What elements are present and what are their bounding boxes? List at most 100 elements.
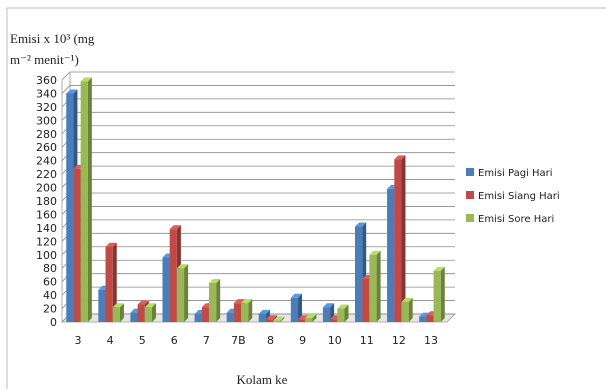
bar-side: [280, 316, 285, 322]
bar: [387, 188, 395, 322]
y-tick-label: 140: [36, 222, 57, 235]
bar: [401, 301, 409, 322]
bar-top: [337, 304, 349, 309]
bar: [112, 307, 120, 322]
bar: [208, 283, 217, 322]
legend-label: Emisi Pagi Hari: [478, 168, 553, 179]
bar-top: [169, 225, 181, 230]
bar: [194, 313, 202, 322]
bar: [105, 246, 113, 322]
x-tick-label: 6: [171, 334, 178, 347]
bar-side: [312, 313, 317, 322]
bar: [144, 307, 153, 322]
x-tick-label: 3: [75, 334, 82, 347]
bar-side: [440, 266, 445, 322]
y-tick-label: 60: [43, 276, 57, 289]
bar: [226, 312, 234, 322]
bar-side: [248, 299, 253, 322]
x-axis-title: Kolam ke: [237, 372, 288, 387]
plot-area: 0204060801001201401601802002202402602803…: [36, 71, 456, 347]
x-tick-label: 7B: [231, 334, 246, 347]
gridline: [61, 111, 455, 121]
x-tick-label: 11: [360, 334, 374, 347]
y-axis-title-line2: m⁻² menit⁻¹): [10, 52, 79, 67]
bar: [433, 270, 441, 322]
bar: [73, 168, 81, 322]
legend-label: Emisi Sore Hari: [478, 214, 554, 225]
bar: [66, 93, 74, 322]
y-tick-label: 240: [36, 155, 57, 168]
bar-top: [433, 266, 445, 271]
y-tick-label: 200: [36, 182, 57, 195]
bar-top: [298, 315, 310, 320]
bar-side: [298, 293, 303, 322]
bar-top: [233, 299, 246, 304]
bar-side: [344, 304, 349, 322]
figure-border: [6, 7, 606, 389]
bar: [98, 289, 106, 322]
bar: [258, 313, 266, 322]
x-tick-label: 8: [267, 334, 274, 347]
bar-top: [144, 303, 157, 308]
bar-side: [401, 155, 406, 322]
x-tick-label: 4: [107, 334, 114, 347]
bar: [162, 257, 170, 322]
bar: [130, 312, 138, 322]
bar-top: [137, 300, 149, 305]
bar-top: [265, 315, 278, 320]
legend-swatch: [466, 168, 474, 176]
bar: [176, 268, 185, 322]
bar-side: [112, 242, 117, 322]
bar-side: [184, 264, 189, 322]
bar-top: [354, 222, 367, 227]
bar-top: [80, 77, 92, 82]
y-tick-label: 220: [36, 168, 57, 181]
bar-top: [394, 155, 406, 160]
legend-swatch: [466, 191, 474, 199]
x-tick-label: 5: [139, 334, 146, 347]
y-tick-label: 80: [43, 262, 57, 275]
bar-top: [305, 313, 317, 318]
bar-top: [290, 293, 303, 298]
bar: [369, 254, 377, 322]
bar: [80, 81, 88, 322]
bar-side: [119, 303, 124, 322]
gridline: [61, 71, 455, 81]
bar: [233, 303, 242, 322]
y-tick-label: 160: [36, 208, 57, 221]
y-tick-label: 20: [43, 303, 57, 316]
bar: [419, 316, 427, 322]
y-tick-label: 0: [50, 316, 57, 329]
y-tick-label: 120: [36, 235, 57, 248]
bar-top: [241, 299, 253, 304]
bar-top: [66, 89, 78, 94]
bar: [337, 308, 345, 322]
bar: [330, 319, 338, 322]
x-tick-label: 12: [392, 334, 406, 347]
bar-side: [376, 250, 381, 322]
bar: [322, 307, 331, 322]
bar-side: [87, 77, 92, 322]
bar: [169, 229, 177, 322]
x-tick-label: 10: [328, 334, 342, 347]
bar-top: [176, 264, 189, 269]
bar: [426, 315, 434, 322]
legend-label: Emisi Siang Hari: [478, 191, 560, 202]
bar-top: [105, 242, 117, 247]
bar: [273, 320, 281, 322]
x-tick-label: 7: [203, 334, 210, 347]
gridline: [61, 98, 455, 108]
legend-swatch: [466, 214, 474, 222]
bar-top: [273, 316, 285, 321]
bar-side: [216, 279, 221, 322]
bar: [362, 278, 370, 322]
bar: [201, 307, 209, 322]
y-tick-label: 340: [36, 87, 57, 100]
x-tick-label: 9: [299, 334, 306, 347]
bar-top: [112, 303, 124, 308]
y-tick-label: 300: [36, 114, 57, 127]
bar-side: [152, 303, 157, 322]
gridline: [61, 85, 455, 94]
y-tick-label: 260: [36, 141, 57, 154]
y-tick-label: 40: [43, 289, 57, 302]
